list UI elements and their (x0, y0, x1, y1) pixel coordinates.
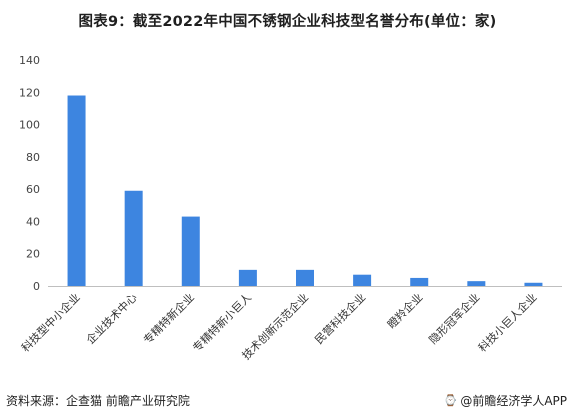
bar (181, 216, 200, 286)
x-tick-label: 企业技术中心 (83, 290, 140, 347)
source-note: 资料来源：企查猫 前瞻产业研究院 (6, 394, 190, 408)
y-tick-label: 20 (26, 248, 40, 261)
x-tick-label: 瞪羚企业 (384, 290, 425, 331)
bar-chart: 0 20 40 60 80 100 120 140 科技型中小企业 企业技术中心 专精特新企业专精… (18, 54, 562, 362)
bar (124, 190, 143, 286)
y-tick-label: 0 (33, 280, 40, 293)
x-tick-label: 科技型中小企业 (18, 290, 82, 354)
x-tick-label: 专精特新企业 (140, 290, 197, 347)
y-tick-label: 40 (26, 215, 40, 228)
x-tick-label: 专精特新小巨人 (190, 290, 254, 354)
bar (296, 269, 314, 286)
watch-icon: ⌚ (443, 394, 458, 407)
bar (524, 282, 543, 286)
footer: 资料来源：企查猫 前瞻产业研究院 ⌚ @前瞻经济学人APP (0, 392, 575, 412)
y-tick-label: 120 (19, 86, 40, 99)
y-tick-label: 80 (26, 151, 40, 164)
x-tick-label: 科技小巨人企业 (475, 290, 539, 354)
y-axis: 0 20 40 60 80 100 120 140 (19, 54, 40, 293)
bars (67, 95, 543, 286)
bar (467, 281, 486, 286)
bar (67, 95, 86, 286)
brand-credit: ⌚ @前瞻经济学人APP (444, 392, 567, 409)
y-tick-label: 60 (26, 183, 40, 196)
chart-title: 图表9：截至2022年中国不锈钢企业科技型名誉分布(单位：家) (78, 14, 497, 30)
bar (353, 274, 372, 286)
bar (410, 277, 429, 286)
y-tick-label: 140 (19, 54, 40, 67)
brand-label: @前瞻经济学人APP (460, 394, 567, 408)
x-tick-label: 隐形冠军企业 (426, 290, 483, 347)
bar (238, 269, 257, 286)
x-tick-label: 民营科技企业 (312, 290, 369, 347)
y-tick-label: 100 (19, 119, 40, 132)
